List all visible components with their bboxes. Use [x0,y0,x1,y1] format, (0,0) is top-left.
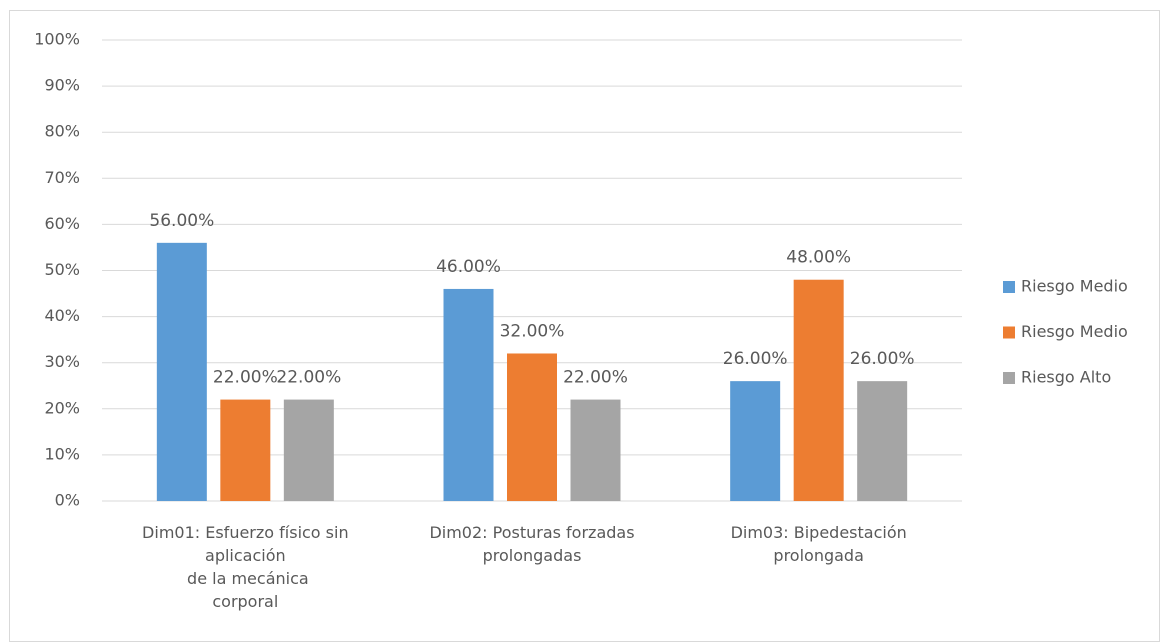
y-tick-label: 20% [44,398,80,417]
bar [730,381,781,501]
legend-swatch [1003,372,1015,384]
y-tick-label: 0% [55,491,80,510]
x-tick-label: Dim01: Esfuerzo físico sin aplicación de … [142,523,349,611]
data-label: 22.00% [276,368,341,388]
x-tick-label: Dim02: Posturas forzadas prolongadas [429,523,634,565]
data-label: 22.00% [213,368,278,388]
legend-swatch [1003,326,1015,339]
data-label: 56.00% [149,211,214,231]
y-tick-label: 30% [44,352,80,371]
legend-swatch [1003,281,1015,293]
y-tick-label: 40% [44,306,80,325]
legend-label: Riesgo Alto [1021,368,1111,387]
legend-label: Riesgo Medio [1021,277,1128,296]
bar [443,288,494,501]
data-label: 22.00% [563,368,628,388]
x-tick-label: Dim03: Bipedestación prolongada [731,523,907,565]
y-tick-label: 90% [44,76,80,95]
y-tick-label: 50% [44,260,80,279]
y-tick-label: 70% [44,168,80,187]
bar [793,279,844,501]
bar [220,399,271,501]
bar [283,399,334,501]
data-label: 48.00% [786,248,851,268]
bar [507,353,557,501]
data-label: 32.00% [500,321,565,341]
y-tick-label: 80% [44,122,80,141]
y-tick-label: 100% [34,30,80,49]
data-label: 26.00% [850,349,915,369]
y-tick-label: 60% [44,214,80,233]
data-label: 46.00% [436,257,501,277]
y-tick-label: 10% [44,444,80,463]
legend-label: Riesgo Medio [1021,322,1128,341]
bar [857,381,908,501]
data-label: 26.00% [723,349,788,369]
bar [570,399,621,501]
bar [156,242,207,501]
